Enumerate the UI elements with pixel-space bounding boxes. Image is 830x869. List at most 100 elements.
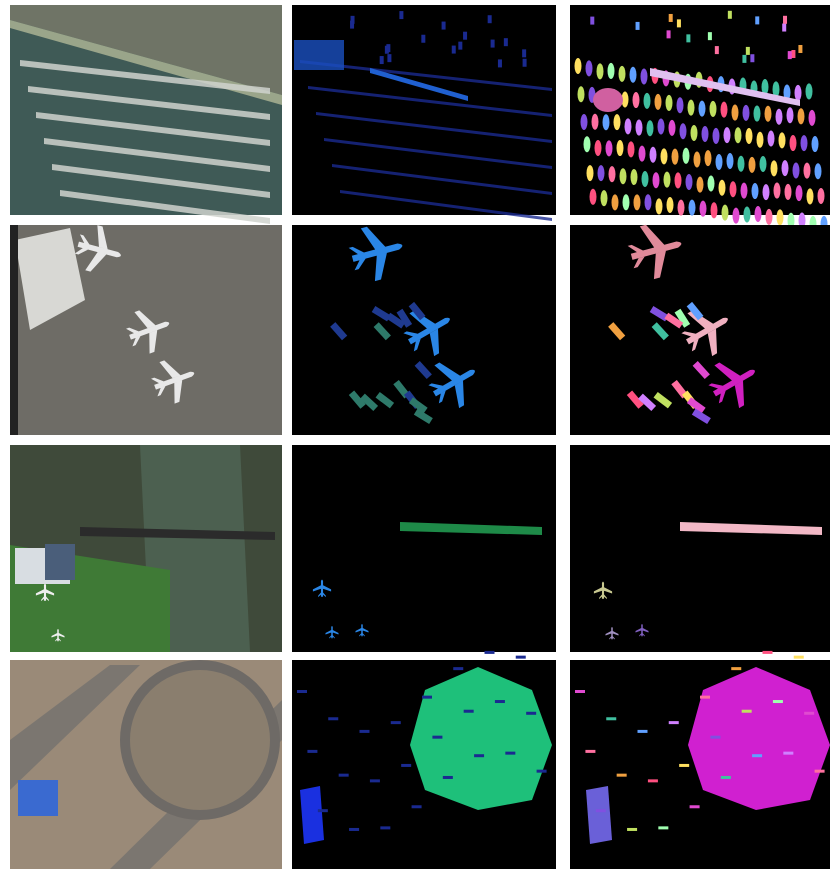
vehicle: [653, 391, 673, 409]
boat: [723, 127, 731, 144]
car: [575, 690, 585, 693]
boat: [786, 107, 794, 124]
boat: [805, 83, 813, 100]
boat: [740, 182, 748, 199]
boat: [798, 212, 806, 229]
boat: [589, 188, 597, 205]
car: [399, 11, 404, 20]
boat: [764, 105, 772, 122]
boat: [616, 140, 624, 157]
car: [515, 655, 526, 659]
car: [338, 773, 349, 777]
boat: [688, 199, 696, 216]
car: [585, 749, 596, 753]
vehicle: [414, 361, 432, 380]
boat: [770, 160, 778, 177]
car: [700, 695, 710, 699]
boat: [668, 119, 676, 136]
boat: [687, 99, 695, 116]
parking-lot: [10, 5, 282, 95]
boat: [574, 58, 582, 75]
instance-mask: [570, 445, 830, 652]
boat: [591, 113, 599, 130]
streak: [332, 164, 552, 195]
semantic-boats: [294, 11, 552, 221]
vehicle: [408, 397, 428, 414]
boat: [709, 100, 717, 117]
vehicle: [396, 308, 413, 328]
boat: [635, 119, 643, 136]
boat: [806, 188, 814, 205]
boat: [621, 91, 629, 108]
mask-pool: [300, 786, 324, 844]
car: [490, 39, 495, 48]
car: [627, 827, 638, 831]
car: [637, 729, 648, 733]
car: [783, 15, 788, 24]
boat: [585, 60, 593, 77]
boat: [671, 148, 679, 165]
boat: [677, 199, 685, 216]
boat: [693, 151, 701, 168]
boat: [814, 163, 822, 180]
boat: [718, 179, 726, 196]
boat: [660, 148, 668, 165]
car: [350, 15, 355, 24]
streak: [316, 112, 552, 143]
car: [503, 38, 508, 47]
boat: [794, 84, 802, 101]
car: [707, 32, 712, 41]
boat: [613, 114, 621, 131]
boat: [685, 173, 693, 190]
vehicle: [651, 322, 669, 341]
car: [666, 30, 671, 39]
boat: [596, 63, 604, 80]
dock: [60, 190, 270, 224]
boat: [597, 165, 605, 182]
car: [350, 20, 355, 29]
dock: [20, 60, 270, 94]
boat: [720, 101, 728, 118]
instance-pool: [586, 786, 612, 844]
vehicle: [348, 390, 366, 409]
boat: [679, 123, 687, 140]
row-bridge: [10, 445, 830, 652]
boat: [663, 171, 671, 188]
vehicle: [371, 306, 391, 322]
dock: [36, 112, 270, 146]
boat: [732, 207, 740, 224]
car: [442, 775, 453, 779]
car: [384, 45, 389, 54]
boat: [803, 162, 811, 179]
boat: [643, 92, 651, 109]
streak: [324, 138, 552, 169]
boat: [580, 113, 588, 130]
car: [441, 21, 446, 30]
road: [10, 665, 140, 790]
vehicle: [686, 301, 704, 321]
boat: [789, 135, 797, 152]
car: [676, 19, 681, 28]
boat: [715, 153, 723, 170]
boat: [654, 93, 662, 110]
boat: [627, 141, 635, 158]
boat: [795, 185, 803, 202]
vehicle: [608, 322, 626, 341]
boat: [701, 125, 709, 142]
car: [317, 809, 328, 813]
boat: [797, 108, 805, 125]
car: [380, 826, 391, 830]
photo-edge: [10, 225, 18, 435]
vehicle: [691, 408, 711, 425]
semantic-mask: [292, 445, 556, 652]
docks: [20, 60, 270, 224]
boat: [632, 92, 640, 109]
car: [727, 10, 732, 19]
car: [401, 763, 412, 767]
boat: [646, 120, 654, 137]
vehicle: [413, 408, 433, 425]
vehicle: [373, 322, 391, 341]
boat: [633, 194, 641, 211]
